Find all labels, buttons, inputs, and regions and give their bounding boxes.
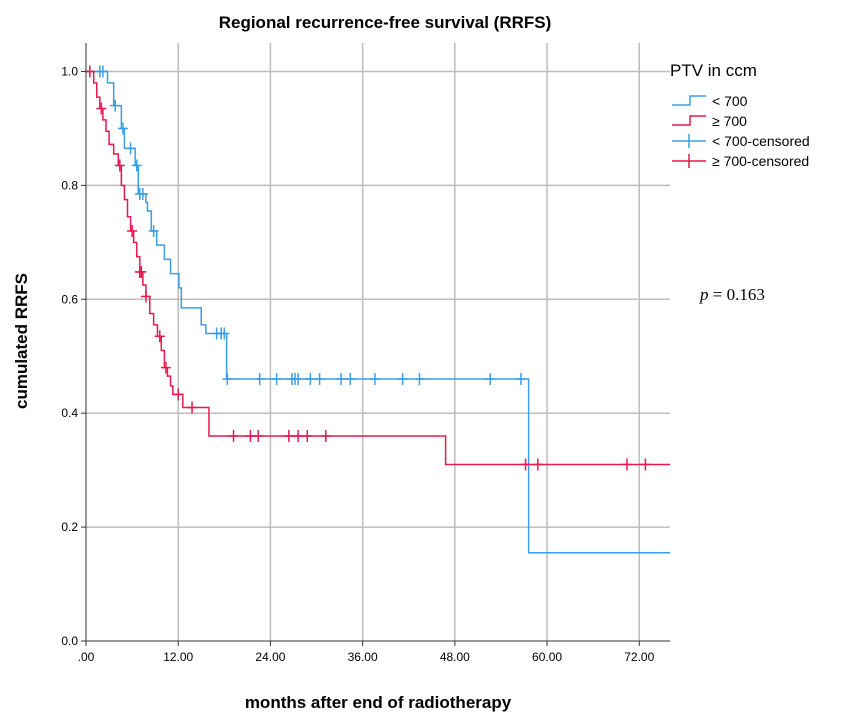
y-tick-label: 0.8 (61, 178, 78, 192)
series-layer (84, 65, 670, 554)
y-axis-title: cumulated RRFS (12, 273, 31, 409)
y-tick-label: 0.4 (61, 406, 78, 420)
x-tick-label: 60.00 (532, 650, 562, 664)
legend-label: ≥ 700 (712, 113, 747, 129)
legend-label: < 700-censored (712, 133, 810, 149)
y-tick-label: 0.0 (61, 634, 78, 648)
y-tick-label: 0.6 (61, 292, 78, 306)
legend-label: < 700 (712, 93, 748, 109)
x-tick-label: 48.00 (440, 650, 470, 664)
legend-step-symbol (672, 95, 706, 106)
legend-item: ≥ 700-censored (672, 153, 809, 169)
legend-item: < 700-censored (672, 133, 810, 149)
x-tick-label: 24.00 (255, 650, 285, 664)
legend-step-symbol (672, 115, 706, 126)
x-tick-label: 12.00 (163, 650, 193, 664)
chart-title: Regional recurrence-free survival (RRFS) (219, 13, 552, 32)
grid (86, 43, 670, 641)
y-tick-label: 1.0 (61, 64, 78, 78)
survival-curve (86, 70, 670, 554)
axes: .00 12.00 24.00 36.00 48.00 60.00 72.00 0.0 0.2 0… (61, 43, 670, 664)
legend-item: < 700 (672, 93, 748, 109)
p-value-symbol: p (699, 285, 709, 304)
x-axis-title: months after end of radiotherapy (245, 693, 512, 712)
legend: PTV in ccm < 700 ≥ 700 < 700-censored ≥ 700… (670, 61, 810, 169)
y-tick-label: 0.2 (61, 520, 78, 534)
survival-curve (86, 70, 670, 466)
x-tick-label: .00 (78, 650, 95, 664)
series-ge-700 (84, 65, 670, 471)
legend-title: PTV in ccm (670, 61, 757, 80)
p-value-text: = 0.163 (709, 285, 765, 304)
legend-label: ≥ 700-censored (712, 153, 809, 169)
x-tick-label: 36.00 (348, 650, 378, 664)
p-value-annotation: p = 0.163 (699, 285, 765, 304)
series-lt-700 (86, 65, 670, 554)
x-tick-label: 72.00 (624, 650, 654, 664)
legend-item: ≥ 700 (672, 113, 747, 129)
